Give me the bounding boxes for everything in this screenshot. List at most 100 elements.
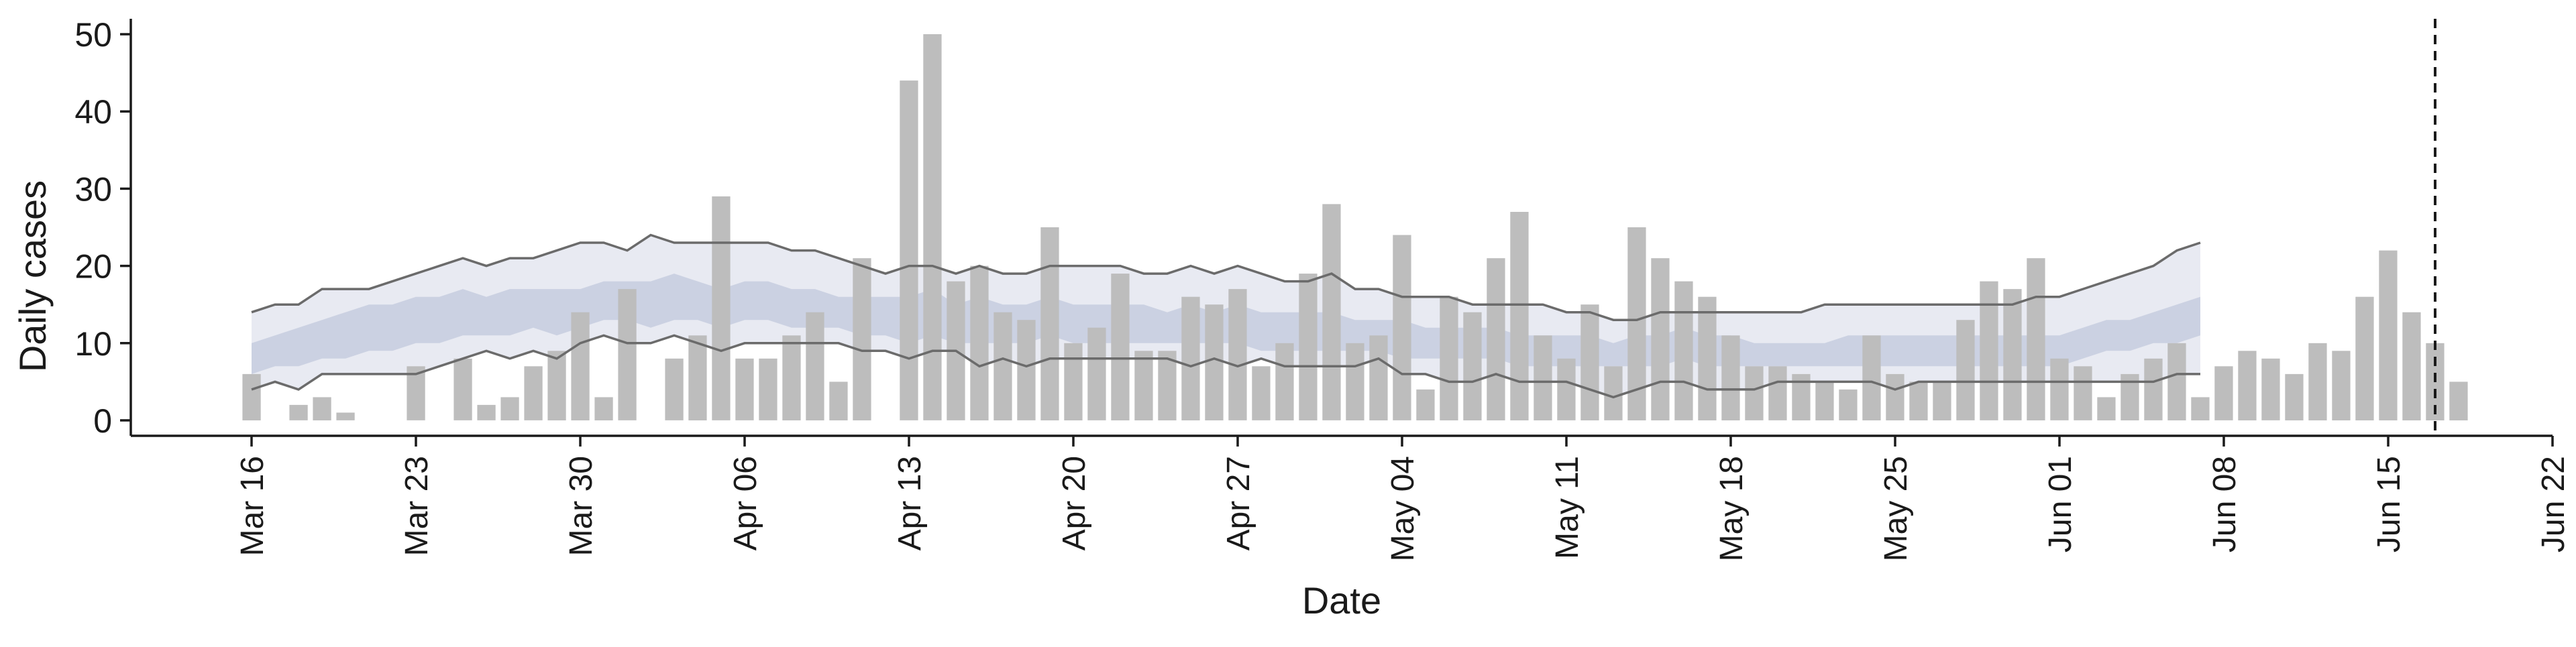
daily-case-bar	[1440, 296, 1458, 420]
daily-case-bar	[1322, 204, 1341, 420]
y-tick-label: 30	[74, 170, 112, 208]
daily-case-bar	[2449, 381, 2468, 420]
daily-case-bar	[1111, 274, 1130, 420]
daily-case-bar	[2097, 397, 2116, 420]
daily-case-bar	[1651, 258, 1670, 420]
daily-case-bar	[1745, 366, 1764, 420]
daily-case-bar	[1064, 343, 1083, 420]
x-tick-label: Apr 27	[1221, 456, 1256, 550]
y-tick-label: 40	[74, 93, 112, 131]
daily-case-bar	[1909, 381, 1928, 420]
daily-case-bar	[477, 404, 496, 420]
x-tick-label: Mar 23	[399, 456, 435, 556]
y-tick-label: 0	[93, 402, 112, 440]
daily-case-bar	[782, 335, 801, 420]
daily-case-bar	[665, 358, 684, 420]
daily-case-bar	[2402, 312, 2421, 420]
daily-case-bar	[289, 404, 308, 420]
daily-case-bar	[1839, 389, 1858, 420]
daily-case-bar	[407, 366, 425, 420]
daily-case-bar	[1299, 274, 1318, 420]
axes-layer	[129, 19, 2553, 437]
daily-case-bar	[1698, 296, 1717, 420]
daily-case-bar	[688, 335, 707, 420]
daily-case-bar	[735, 358, 754, 420]
daily-case-bar	[1369, 335, 1388, 420]
daily-case-bar	[1228, 289, 1247, 420]
daily-case-bar	[1134, 351, 1153, 420]
upper-envelope-line	[251, 233, 2201, 321]
daily-case-bar	[1346, 343, 1364, 420]
daily-case-bar	[2050, 358, 2069, 420]
lower-envelope-line	[251, 334, 2200, 399]
daily-case-bar	[1580, 304, 1599, 420]
daily-case-bar	[1205, 304, 1224, 420]
daily-case-bar	[2144, 358, 2163, 420]
daily-case-bar	[2238, 351, 2257, 420]
daily-case-bar	[1886, 373, 1904, 420]
daily-case-bar	[1040, 227, 1059, 420]
y-tick-label: 50	[74, 16, 112, 54]
daily-case-bar	[1862, 335, 1881, 420]
daily-case-bar	[2308, 343, 2327, 420]
daily-case-bar	[923, 34, 942, 420]
daily-case-bar	[594, 397, 613, 420]
daily-case-bar	[1933, 381, 1951, 420]
daily-case-bar	[1275, 343, 1294, 420]
x-tick-label: May 04	[1385, 456, 1421, 561]
daily-case-bar	[1557, 358, 1576, 420]
daily-case-bar	[1956, 320, 1975, 420]
daily-case-bar	[2355, 296, 2374, 420]
x-tick-label: Mar 16	[235, 456, 270, 556]
daily-case-bar	[2332, 351, 2351, 420]
daily-case-bar	[1768, 366, 1787, 420]
daily-case-bar	[1721, 335, 1740, 420]
daily-case-bar	[336, 412, 355, 420]
x-tick-label: May 11	[1550, 456, 1585, 559]
envelope-lines-layer	[251, 233, 2201, 399]
daily-case-bar	[970, 266, 989, 420]
daily-case-bar	[1416, 389, 1435, 420]
x-tick-label: May 25	[1878, 456, 1914, 561]
x-tick-label: Apr 06	[728, 456, 763, 550]
daily-case-bar	[2214, 366, 2233, 420]
daily-case-bar	[2003, 289, 2022, 420]
daily-case-bar	[500, 397, 519, 420]
daily-case-bar	[1604, 366, 1623, 420]
daily-case-bar	[524, 366, 543, 420]
daily-case-bar	[618, 289, 637, 420]
x-tick-label: Jun 22	[2536, 456, 2571, 552]
daily-case-bar	[242, 373, 261, 420]
daily-case-bar	[2261, 358, 2280, 420]
daily-case-bar	[829, 381, 848, 420]
daily-case-bar	[2027, 258, 2045, 420]
x-tick-label: Apr 13	[892, 456, 928, 550]
daily-case-bar	[453, 358, 472, 420]
daily-case-bar	[1252, 366, 1271, 420]
daily-case-bar	[994, 312, 1012, 420]
daily-case-bar	[1017, 320, 1036, 420]
daily-case-bar	[1534, 335, 1552, 420]
daily-case-bar	[1393, 235, 1411, 420]
x-tick-label: Jun 01	[2043, 456, 2078, 552]
daily-case-bar	[2285, 373, 2304, 420]
x-tick-label: Apr 20	[1057, 456, 1092, 550]
daily-case-bar	[2379, 250, 2398, 420]
x-tick-label: Jun 08	[2207, 456, 2243, 552]
daily-case-bar	[1510, 212, 1529, 420]
daily-case-bar	[1980, 281, 1998, 420]
daily-case-bar	[759, 358, 777, 420]
x-tick-label: Jun 15	[2371, 456, 2407, 552]
daily-case-bar	[2074, 366, 2092, 420]
daily-case-bar	[313, 397, 331, 420]
daily-case-bar	[2191, 397, 2210, 420]
daily-case-bar	[853, 258, 871, 420]
daily-case-bar	[571, 312, 590, 420]
x-tick-label: May 18	[1714, 456, 1750, 561]
x-tick-label: Mar 30	[564, 456, 599, 556]
daily-case-bar	[1463, 312, 1482, 420]
daily-case-bar	[1087, 327, 1106, 420]
daily-case-bar	[806, 312, 824, 420]
